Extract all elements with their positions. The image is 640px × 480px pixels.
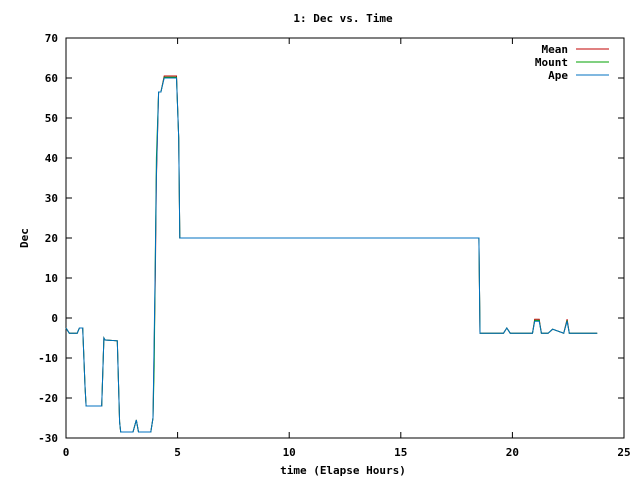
y-tick-label: 60 [45, 72, 58, 85]
y-tick-label: -30 [38, 432, 58, 445]
x-tick-label: 10 [283, 446, 296, 459]
y-tick-label: 40 [45, 152, 58, 165]
x-tick-label: 20 [506, 446, 519, 459]
y-tick-label: 50 [45, 112, 58, 125]
y-tick-label: -10 [38, 352, 58, 365]
axis-ticks: 0 5 10 15 20 25 -30 -20 -10 0 10 20 30 40 50 60 70 [38, 32, 631, 459]
series-lines [65, 75, 598, 433]
x-tick-label: 15 [394, 446, 407, 459]
y-tick-label: 70 [45, 32, 58, 45]
legend-label-mount: Mount [535, 56, 568, 69]
y-tick-label: 10 [45, 272, 58, 285]
legend-label-ape: Ape [548, 69, 568, 82]
legend-label-mean: Mean [542, 43, 569, 56]
y-axis-label: Dec [18, 228, 31, 248]
x-tick-label: 5 [174, 446, 181, 459]
y-tick-label: 0 [51, 312, 58, 325]
series-line-mean [65, 75, 598, 433]
y-tick-label: -20 [38, 392, 58, 405]
chart-title: 1: Dec vs. Time [293, 12, 393, 25]
y-tick-label: 30 [45, 192, 58, 205]
series-line-ape [65, 77, 598, 433]
x-tick-label: 25 [617, 446, 630, 459]
x-axis-label: time (Elapse Hours) [280, 464, 406, 477]
series-line-mount [65, 76, 598, 433]
x-tick-label: 0 [63, 446, 70, 459]
y-tick-label: 20 [45, 232, 58, 245]
